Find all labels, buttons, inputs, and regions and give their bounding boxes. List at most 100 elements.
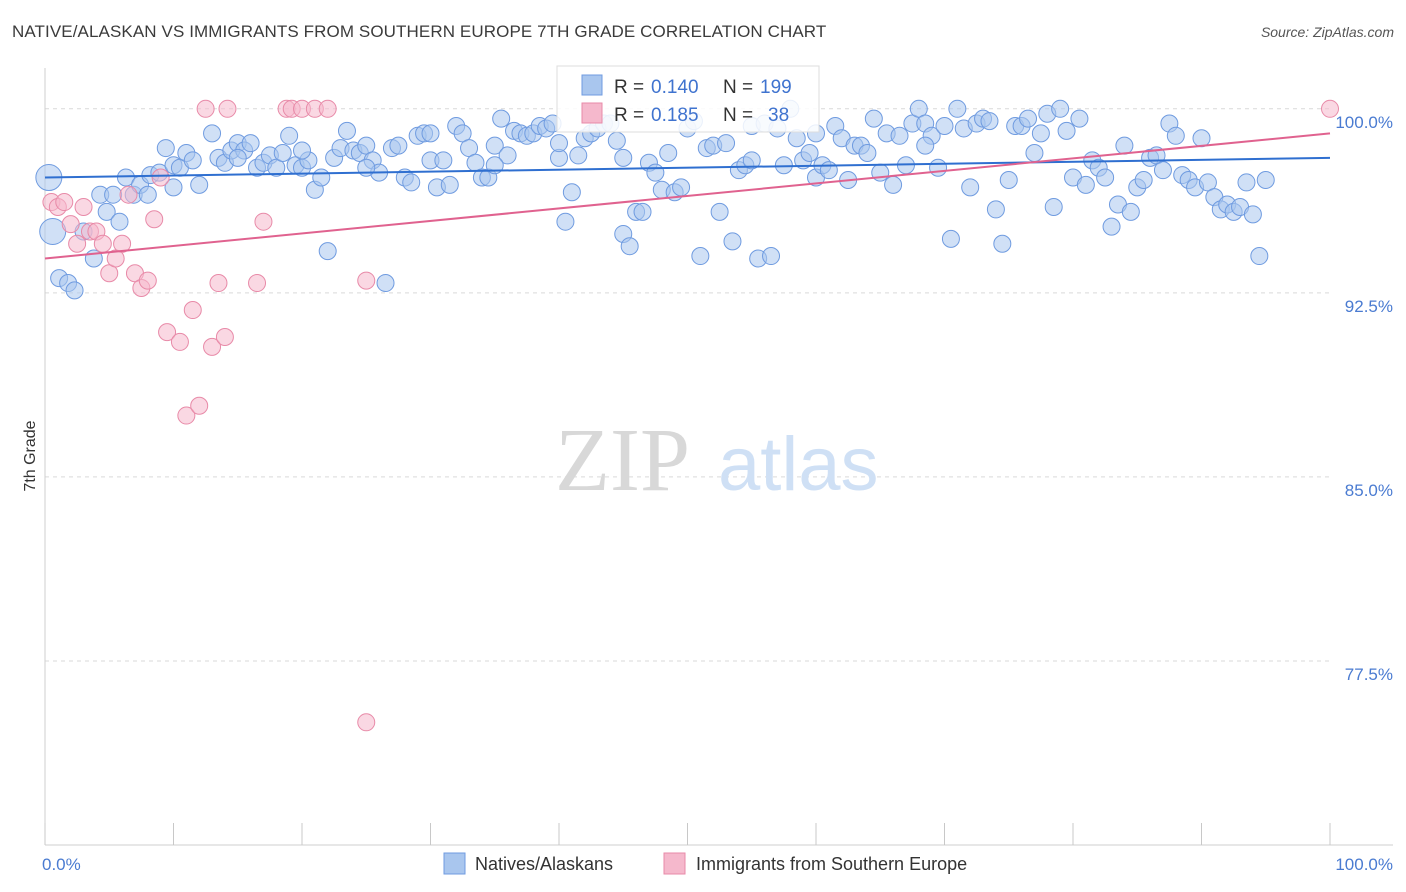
point-1-15 [138, 271, 157, 290]
point-0-170 [1153, 161, 1172, 180]
x-tick-label-min: 0.0% [42, 855, 81, 874]
stats-r-value-pink: 0.185 [651, 105, 699, 126]
point-0-185 [1250, 247, 1269, 266]
point-0-154 [1051, 99, 1070, 118]
point-1-2 [55, 193, 74, 212]
point-1-25 [209, 274, 228, 293]
point-1-8 [93, 234, 112, 253]
point-0-85 [607, 131, 626, 150]
point-0-53 [402, 173, 421, 192]
chart-source: Source: ZipAtlas.com [1260, 24, 1394, 40]
point-1-21 [183, 301, 202, 320]
watermark-atlas: atlas [718, 422, 879, 507]
chart-title: NATIVE/ALASKAN VS IMMIGRANTS FROM SOUTHE… [12, 22, 827, 41]
series-immigrants-southern-europe [42, 99, 1339, 732]
point-0-161 [1096, 168, 1115, 187]
point-1-19 [170, 332, 189, 351]
point-0-103 [723, 232, 742, 251]
point-0-135 [929, 158, 948, 177]
point-0-196 [614, 148, 633, 167]
point-1-27 [218, 99, 237, 118]
point-0-184 [1243, 205, 1262, 224]
point-0-77 [556, 212, 575, 231]
x-tick-label-max: 100.0% [1335, 855, 1393, 874]
watermark: ZIP atlas [555, 411, 879, 510]
stats-swatch-blue [581, 74, 603, 96]
point-0-136 [935, 116, 954, 135]
point-0-101 [710, 202, 729, 221]
point-0-189 [485, 156, 504, 175]
legend-swatch-immigrants [663, 852, 686, 875]
point-0-162 [1102, 217, 1121, 236]
point-1-35 [357, 713, 376, 732]
legend: Natives/Alaskans Immigrants from Souther… [443, 852, 967, 875]
point-0-21 [190, 175, 209, 194]
legend-label-immigrants: Immigrants from Southern Europe [696, 854, 967, 874]
legend-label-natives: Natives/Alaskans [475, 854, 613, 874]
point-0-51 [389, 136, 408, 155]
point-0-39 [312, 168, 331, 187]
point-0-8 [97, 202, 116, 221]
point-0-95 [672, 178, 691, 197]
stats-n-label-blue: N = [723, 77, 753, 98]
point-0-28 [241, 134, 260, 153]
point-0-33 [273, 143, 292, 162]
point-0-22 [203, 124, 222, 143]
point-0-11 [116, 168, 135, 187]
point-0-151 [1031, 124, 1050, 143]
point-0-193 [228, 148, 247, 167]
stats-n-label-pink: N = [723, 105, 753, 126]
point-0-186 [1256, 170, 1275, 189]
stats-swatch-pink [581, 102, 603, 124]
point-1-23 [196, 99, 215, 118]
point-0-93 [659, 143, 678, 162]
point-0-49 [376, 274, 395, 293]
point-0-146 [999, 170, 1018, 189]
point-0-192 [293, 141, 311, 160]
point-1-18 [158, 323, 177, 342]
point-0-187 [916, 136, 935, 155]
x-tick-labels: 0.0% 100.0% [42, 855, 1393, 874]
point-0-176 [1192, 129, 1211, 148]
point-0-34 [280, 126, 299, 145]
y-axis-title: 7th Grade [22, 420, 39, 491]
point-0-43 [337, 121, 356, 140]
point-0-164 [1115, 136, 1134, 155]
y-tick-label-1: 92.5% [1345, 297, 1393, 316]
point-1-20 [177, 406, 196, 425]
point-0-145 [993, 234, 1012, 253]
y-tick-label-2: 85.0% [1345, 481, 1393, 500]
point-0-150 [1025, 143, 1044, 162]
point-0-143 [980, 112, 999, 131]
point-0-59 [440, 175, 459, 194]
point-1-26 [215, 328, 234, 347]
point-0-109 [762, 247, 781, 266]
legend-swatch-natives [443, 852, 466, 875]
point-0-20 [183, 151, 202, 170]
trend-line-1 [44, 132, 1331, 260]
point-1-37 [1321, 99, 1339, 118]
point-0-190 [421, 124, 440, 143]
trend-line-0 [44, 156, 1331, 179]
y-tick-labels: 100.0% 92.5% 85.0% 77.5% [1335, 113, 1393, 684]
point-0-67 [492, 109, 511, 128]
stats-box: R = 0.140 N = 199 R = 0.185 N = 38 [556, 65, 820, 133]
point-0-138 [948, 99, 967, 118]
point-0-1 [39, 218, 67, 246]
stats-n-value-pink: 38 [768, 105, 789, 126]
point-0-87 [620, 237, 639, 256]
point-0-58 [434, 151, 453, 170]
point-0-124 [858, 143, 877, 162]
point-0-125 [864, 109, 883, 128]
point-0-194 [164, 178, 183, 197]
point-1-34 [318, 99, 337, 118]
point-0-91 [646, 163, 665, 182]
point-1-5 [74, 197, 93, 216]
point-0-128 [884, 175, 903, 194]
trend-lines [44, 132, 1331, 260]
point-0-188 [550, 134, 568, 153]
point-0-195 [138, 185, 157, 204]
point-0-16 [156, 139, 175, 158]
point-0-9 [104, 185, 123, 204]
